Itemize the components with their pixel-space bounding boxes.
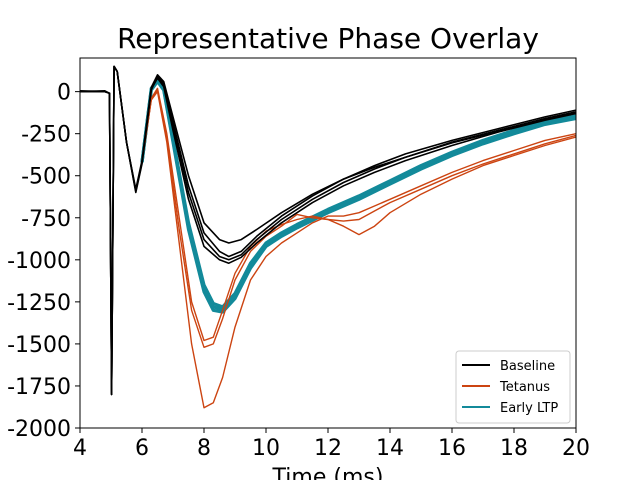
y-tick-label: -1000 (7, 249, 71, 274)
series-tetanus-trace-3 (141, 89, 576, 348)
legend: Baseline Tetanus Early LTP (455, 350, 571, 424)
x-tick-label: 14 (376, 436, 404, 461)
y-tick-label: -1750 (7, 375, 71, 400)
legend-label-tetanus: Tetanus (499, 380, 550, 395)
x-tick-label: 18 (500, 436, 528, 461)
series-baseline-trace-1 (80, 65, 576, 396)
x-tick-label: 16 (438, 436, 466, 461)
y-tick-label: -2000 (7, 417, 71, 442)
y-tick-label: -500 (21, 165, 71, 190)
series-baseline-trace-3 (80, 65, 576, 396)
series-tetanus-trace-2 (141, 87, 576, 342)
series-tetanus-trace-1 (141, 90, 576, 409)
legend-label-early-ltp: Early LTP (500, 401, 558, 416)
y-tick-label: -250 (21, 123, 71, 148)
x-tick-label: 4 (73, 436, 87, 461)
series-baseline-trace-4 (80, 65, 576, 396)
x-tick-label: 10 (252, 436, 280, 461)
y-tick-label: -750 (21, 207, 71, 232)
y-tick-label: 0 (57, 81, 71, 106)
x-tick-label: 6 (135, 436, 149, 461)
x-tick-label: 12 (314, 436, 342, 461)
x-tick-label: 20 (562, 436, 590, 461)
legend-label-baseline: Baseline (500, 359, 555, 374)
chart-title: Representative Phase Overlay (117, 22, 539, 55)
series-baseline-trace-2 (80, 65, 576, 396)
x-tick-label: 8 (197, 436, 211, 461)
y-tick-label: -1250 (7, 291, 71, 316)
series-early-ltp-trace-3 (140, 79, 576, 311)
y-tick-label: -1500 (7, 333, 71, 358)
x-axis-label: Time (ms) (272, 465, 384, 480)
series-early-ltp-trace-1 (140, 78, 576, 309)
legend-box (455, 350, 571, 424)
